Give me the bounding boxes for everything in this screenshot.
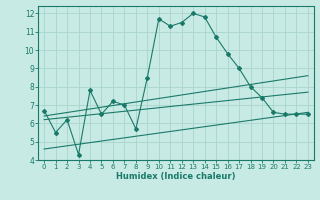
X-axis label: Humidex (Indice chaleur): Humidex (Indice chaleur) xyxy=(116,172,236,181)
